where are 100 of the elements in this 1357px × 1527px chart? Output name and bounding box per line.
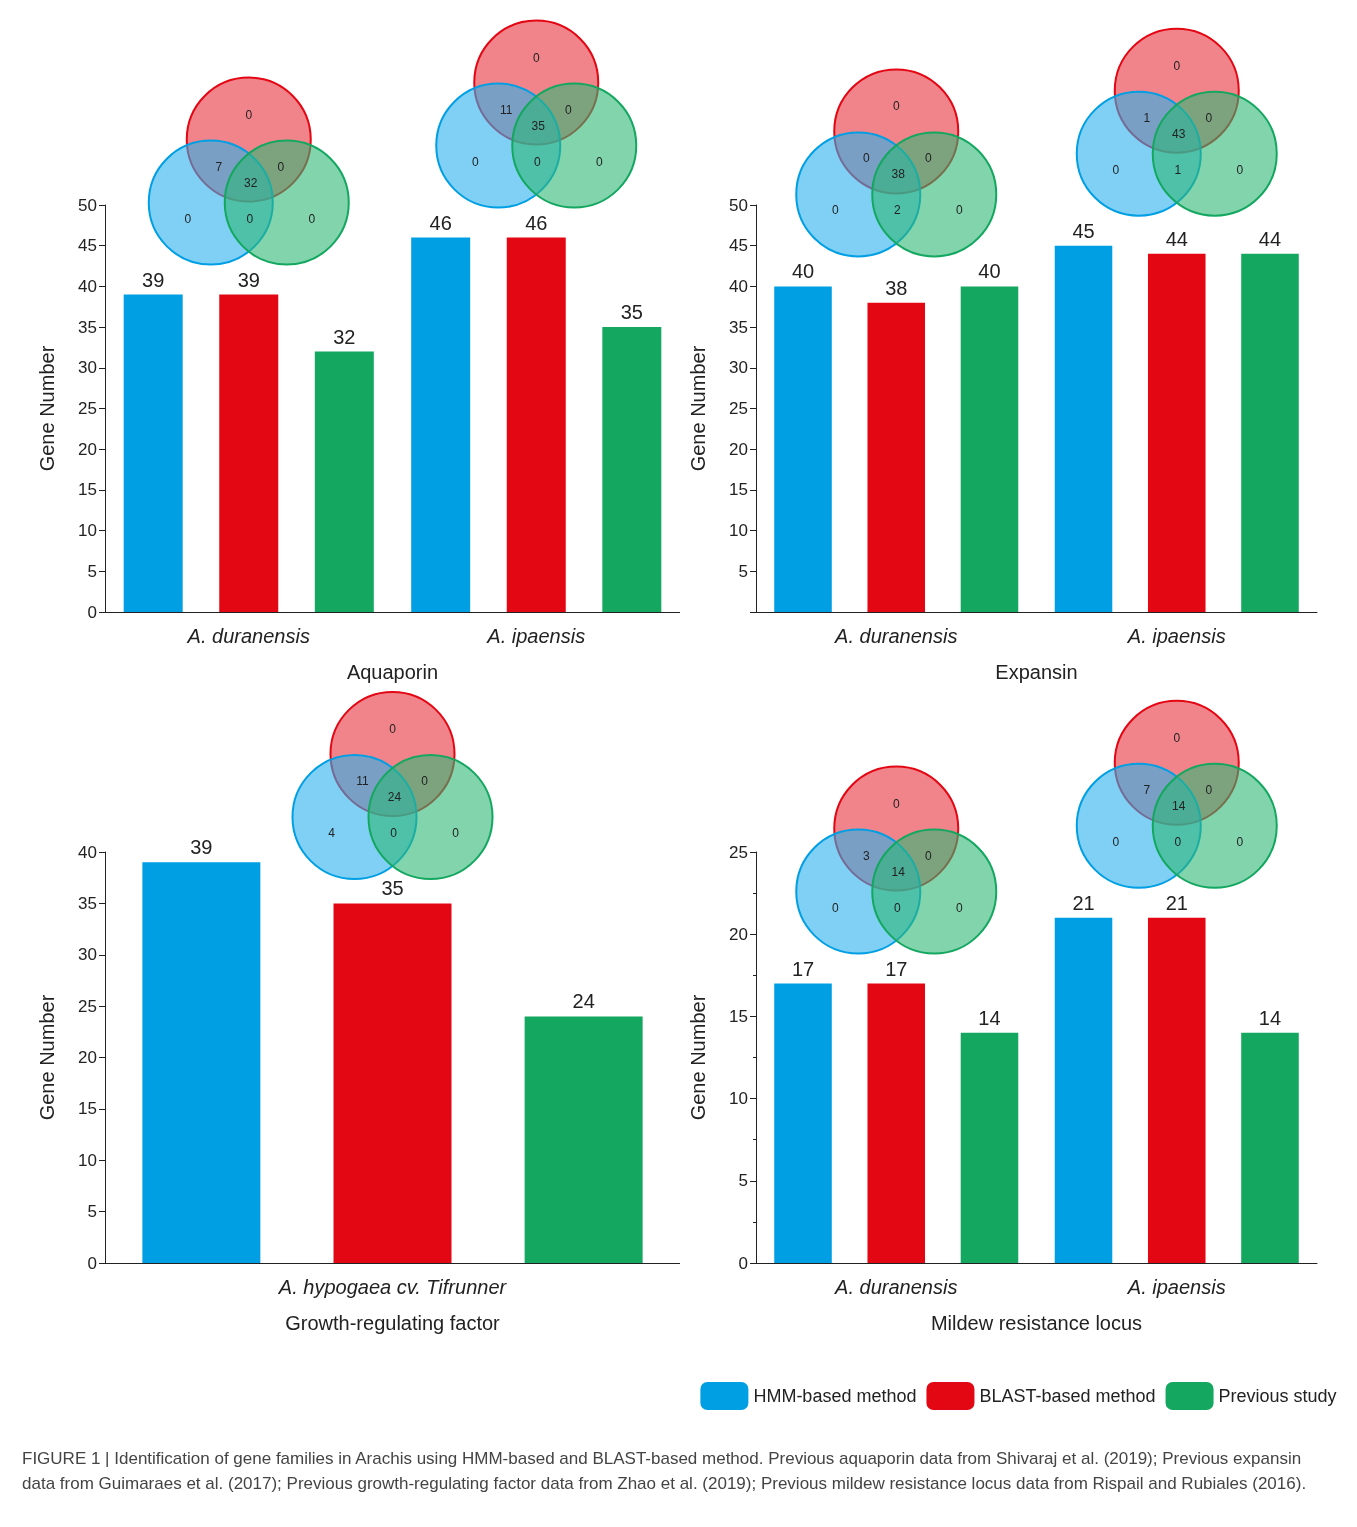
data-label: 32 — [333, 325, 356, 348]
x-tick-label: A. hypogaea cv. Tifrunner — [277, 1276, 508, 1298]
y-tick-label: 20 — [78, 1048, 97, 1067]
y-tick-label: 15 — [729, 480, 748, 500]
y-tick-label: 20 — [729, 924, 748, 944]
annotation: 0 — [955, 900, 963, 915]
y-tick-label: 25 — [78, 399, 97, 418]
y-tick-label: 35 — [78, 893, 97, 913]
x-axis-title: Aquaporin — [346, 661, 439, 683]
y-tick-label: 10 — [78, 521, 97, 541]
data-label: 14 — [978, 1006, 1001, 1029]
x-tick-label: A. ipaensis — [486, 625, 586, 647]
x-tick-label: A. duranensis — [186, 625, 310, 647]
bar — [1241, 1032, 1299, 1263]
annotation: 0 — [893, 900, 901, 915]
venn-diagram: 0 1 0 43 0 1 0 — [1075, 27, 1278, 217]
data-label: 45 — [1072, 219, 1095, 242]
y-tick-label: 45 — [729, 236, 748, 256]
data-label: 40 — [978, 260, 1001, 283]
bar — [1054, 917, 1113, 1263]
bar — [411, 237, 471, 612]
y-tick-label: 25 — [78, 996, 97, 1016]
data-label: 39 — [142, 268, 165, 291]
bar — [867, 302, 926, 612]
bar — [1147, 253, 1206, 612]
bar — [960, 1032, 1019, 1263]
y-tick-label: 5 — [87, 561, 97, 581]
data-label: 40 — [791, 260, 815, 283]
bar — [1147, 917, 1206, 1263]
bar — [960, 286, 1019, 612]
annotation: 0 — [308, 211, 316, 226]
venn-diagram: 0 11 0 35 0 0 0 — [435, 19, 638, 209]
annotation: 0 — [246, 211, 254, 226]
data-label: 17 — [791, 957, 815, 980]
y-tick-label: 0 — [87, 1253, 97, 1273]
data-label: 21 — [1072, 891, 1095, 914]
bar — [524, 1016, 643, 1263]
bar — [774, 286, 832, 612]
y-tick-label: 20 — [729, 439, 748, 459]
y-tick-label: 40 — [729, 276, 748, 296]
venn-diagram: 0 7 0 14 0 0 0 — [1075, 699, 1278, 889]
y-tick-label: 15 — [78, 1099, 97, 1119]
y-axis-title: Gene Number — [687, 994, 709, 1121]
annotation: 14 — [891, 864, 906, 879]
y-tick-label: 30 — [78, 358, 97, 378]
legend-label: BLAST-based method — [979, 1386, 1156, 1406]
x-tick-label: A. ipaensis — [1126, 1276, 1226, 1298]
y-tick-label: 10 — [729, 1089, 748, 1109]
y-tick-label: 40 — [78, 842, 97, 862]
y-tick-label: 0 — [738, 1253, 748, 1273]
legend-label: Previous study — [1218, 1386, 1337, 1406]
data-label: 39 — [237, 268, 260, 291]
data-label: 35 — [620, 301, 643, 324]
y-tick-label: 15 — [729, 1006, 748, 1026]
data-label: 44 — [1258, 227, 1282, 250]
caption: FIGURE 1 | Identification of gene families in Arachis using HMM-based and BLAST-based method. Previous aquaporin data from Shivaraj et al. (2019); Previous expansin data from Guimaraes et al. (2017); Previous growth-regulating factor data from Zhao et al. (2019); Previous mildew resistance locus data from Rispail and Rubiales (2016). — [22, 1448, 1308, 1495]
x-axis-title: Mildew resistance locus — [930, 1312, 1143, 1334]
data-label: 24 — [572, 990, 595, 1013]
bar — [867, 983, 926, 1263]
y-tick-label: 20 — [78, 439, 97, 459]
data-label: 46 — [429, 211, 452, 234]
y-tick-label: 5 — [738, 1171, 748, 1191]
annotation: 0 — [955, 203, 963, 218]
y-axis-title: Gene Number — [36, 994, 58, 1121]
x-tick-label: A. ipaensis — [1126, 625, 1226, 647]
y-tick-label: 15 — [78, 480, 97, 500]
bar — [602, 327, 662, 612]
y-tick-label: 45 — [78, 236, 97, 256]
venn-diagram: 0 0 0 38 0 2 0 — [795, 68, 998, 258]
bar — [123, 294, 183, 612]
y-tick-label: 25 — [729, 842, 748, 862]
annotation: 0 — [184, 211, 192, 226]
bar — [506, 237, 566, 612]
y-tick-label: 10 — [78, 1150, 97, 1170]
x-axis-title: Growth-regulating factor — [285, 1312, 501, 1334]
bar — [333, 903, 452, 1263]
bar — [774, 983, 832, 1263]
annotation: 2 — [893, 203, 901, 218]
bar — [1054, 245, 1113, 612]
data-label: 35 — [381, 877, 404, 900]
y-tick-label: 5 — [87, 1202, 97, 1222]
bar — [219, 294, 279, 612]
legend-label: HMM-based method — [753, 1386, 917, 1406]
y-tick-label: 5 — [738, 561, 748, 581]
data-label: 21 — [1165, 891, 1188, 914]
data-label: 17 — [885, 957, 908, 980]
y-tick-label: 35 — [729, 317, 748, 337]
bar — [314, 351, 374, 612]
bar — [1241, 253, 1299, 612]
x-axis-title: Expansin — [995, 661, 1078, 683]
y-tick-label: 25 — [729, 399, 748, 418]
venn-diagram: 0 11 0 24 4 0 0 — [291, 691, 494, 880]
annotation: 0 — [831, 900, 839, 915]
text: 0 — [892, 796, 900, 811]
y-tick-label: 50 — [729, 195, 748, 215]
y-tick-label: 30 — [729, 358, 748, 378]
data-label: 39 — [190, 836, 213, 859]
data-label: 44 — [1165, 227, 1188, 250]
y-tick-label: 10 — [729, 521, 748, 541]
data-label: 46 — [525, 211, 548, 234]
